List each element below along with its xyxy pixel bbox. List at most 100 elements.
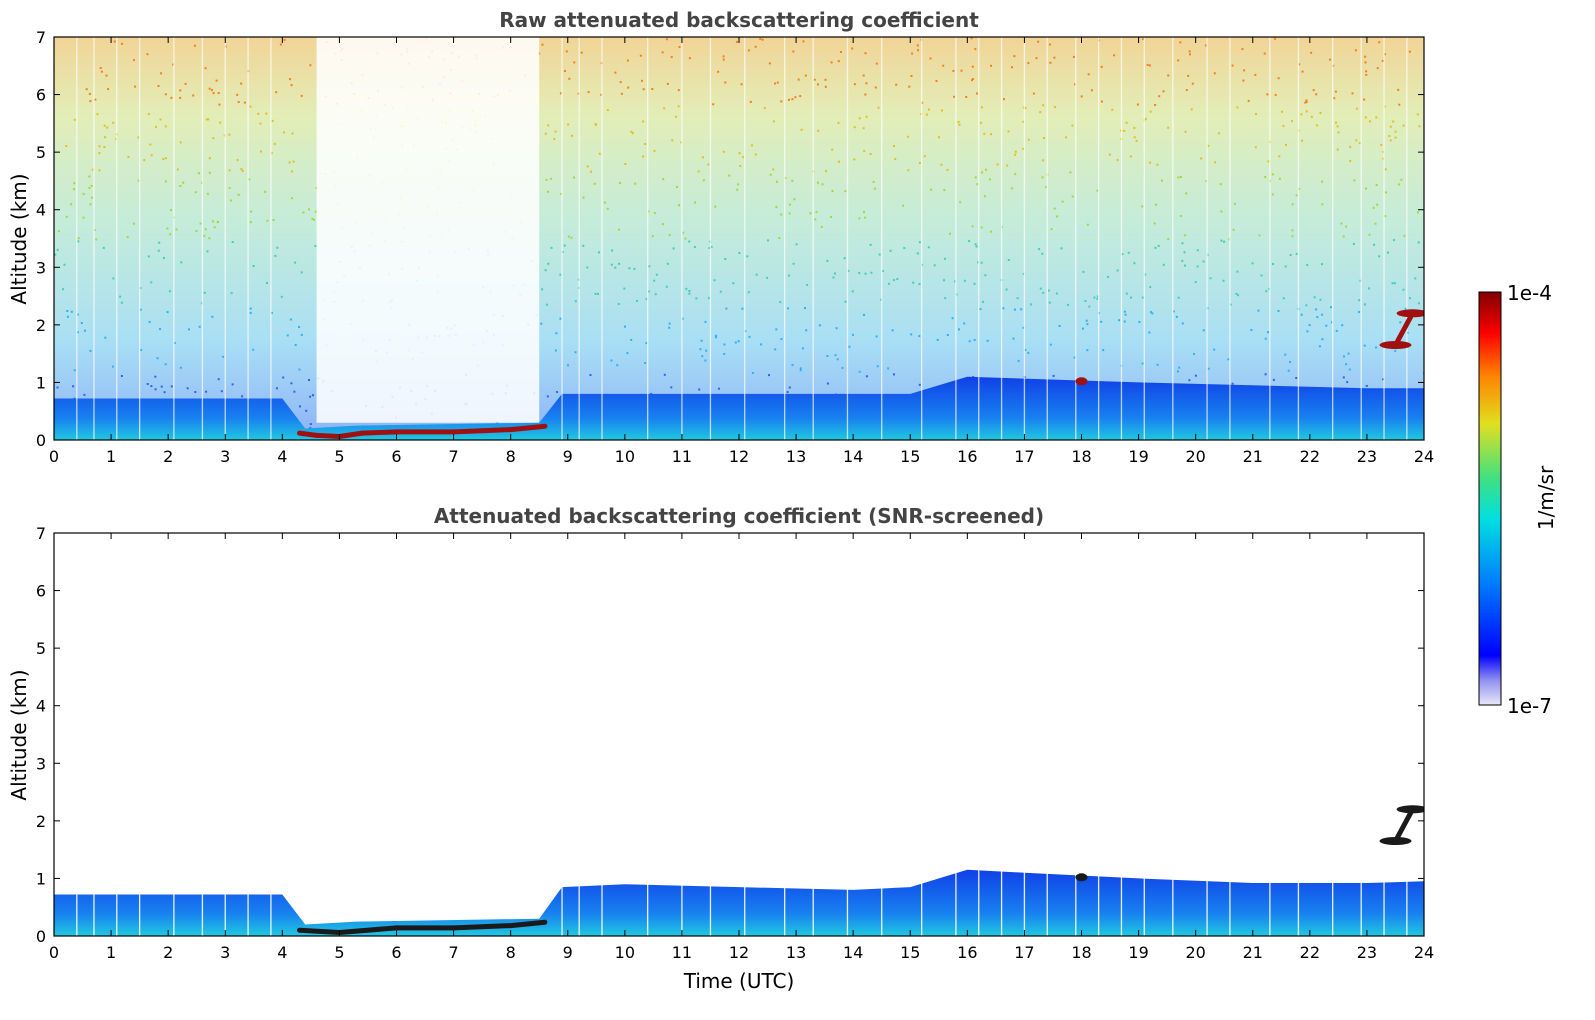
noise-speck — [88, 175, 91, 178]
x-tick-label: 14 — [843, 943, 863, 962]
noise-speck — [554, 349, 557, 352]
noise-speck — [788, 274, 790, 277]
noise-speck — [1313, 296, 1316, 299]
noise-speck — [1417, 241, 1420, 244]
noise-speck — [895, 83, 898, 86]
noise-speck — [1306, 264, 1309, 266]
noise-speck — [259, 122, 262, 125]
noise-speck — [863, 149, 866, 152]
noise-speck — [1404, 307, 1407, 310]
noise-speck — [309, 423, 312, 426]
noise-speck — [1133, 262, 1136, 265]
noise-speck — [1043, 137, 1045, 140]
noise-speck — [671, 139, 674, 142]
noise-speck — [1162, 263, 1165, 266]
noise-speck — [1358, 142, 1361, 145]
noise-speck — [870, 271, 873, 274]
noise-speck — [778, 237, 781, 239]
noise-speck — [841, 366, 844, 369]
noise-speck — [1255, 113, 1257, 116]
noise-speck — [1418, 125, 1421, 128]
noise-speck — [791, 179, 794, 182]
noise-speck — [1116, 269, 1119, 272]
cloud-base-segment — [336, 430, 365, 439]
noise-speck — [704, 320, 707, 323]
noise-speck — [943, 279, 945, 282]
noise-speck — [695, 297, 698, 300]
noise-speck — [802, 347, 804, 350]
noise-speck — [799, 367, 802, 370]
noise-speck — [864, 216, 867, 219]
noise-speck — [222, 355, 225, 358]
noise-speck — [738, 152, 741, 155]
noise-speck — [112, 277, 115, 280]
noise-speck — [701, 355, 704, 358]
noise-speck — [980, 261, 983, 264]
noise-speck — [1207, 144, 1210, 147]
noise-speck — [1340, 222, 1343, 225]
noise-speck — [1096, 295, 1099, 298]
noise-speck — [710, 245, 713, 248]
noise-speck — [1263, 52, 1266, 55]
x-tick-label: 18 — [1071, 943, 1091, 962]
noise-speck — [858, 217, 861, 220]
noise-speck — [1347, 352, 1350, 355]
noise-speck — [805, 329, 808, 332]
noise-speck — [1417, 302, 1420, 305]
noise-speck — [546, 190, 549, 193]
noise-speck — [633, 267, 636, 270]
noise-speck — [213, 226, 216, 229]
noise-speck — [1138, 321, 1141, 323]
noise-speck — [1229, 303, 1232, 306]
noise-speck — [918, 162, 921, 164]
noise-speck — [88, 92, 91, 95]
noise-speck — [767, 239, 769, 242]
cloud-patch — [1379, 341, 1412, 349]
noise-speck — [179, 89, 182, 92]
noise-speck — [893, 145, 895, 147]
noise-speck — [164, 125, 167, 128]
x-tick-label: 9 — [563, 447, 573, 466]
noise-speck — [184, 82, 187, 85]
noise-speck — [645, 342, 648, 345]
noise-speck — [91, 196, 94, 199]
noise-speck — [120, 375, 123, 377]
noise-speck — [1167, 126, 1170, 129]
noise-speck — [630, 338, 633, 341]
plot-area — [54, 533, 1424, 936]
noise-speck — [911, 52, 914, 55]
noise-speck — [1368, 233, 1371, 236]
noise-speck — [1416, 211, 1419, 214]
noise-speck — [1345, 363, 1348, 366]
noise-speck — [1124, 313, 1127, 316]
boundary-layer-area — [54, 869, 1424, 936]
noise-speck — [953, 95, 956, 98]
noise-speck — [1356, 107, 1359, 110]
noise-speck — [1349, 145, 1352, 148]
noise-speck — [715, 336, 718, 339]
noise-speck — [1082, 327, 1084, 330]
noise-speck — [1310, 115, 1313, 118]
noise-speck — [159, 328, 161, 331]
noise-speck — [541, 288, 544, 291]
noise-speck — [1209, 277, 1212, 280]
noise-speck — [1368, 120, 1371, 123]
noise-speck — [1202, 329, 1205, 332]
noise-speck — [917, 49, 919, 52]
noise-speck — [1016, 297, 1019, 300]
noise-speck — [1393, 282, 1396, 285]
x-tick-label: 16 — [957, 943, 977, 962]
noise-speck — [1383, 105, 1386, 108]
noise-speck — [617, 303, 620, 305]
noise-speck — [1049, 343, 1052, 346]
noise-speck — [724, 258, 727, 260]
noise-speck — [1301, 70, 1304, 73]
noise-speck — [651, 235, 654, 238]
noise-speck — [132, 222, 135, 225]
noise-speck — [1330, 306, 1332, 309]
noise-speck — [626, 352, 629, 355]
noise-speck — [98, 145, 101, 148]
noise-speck — [204, 67, 207, 70]
noise-speck — [313, 218, 315, 221]
noise-speck — [1382, 157, 1385, 160]
